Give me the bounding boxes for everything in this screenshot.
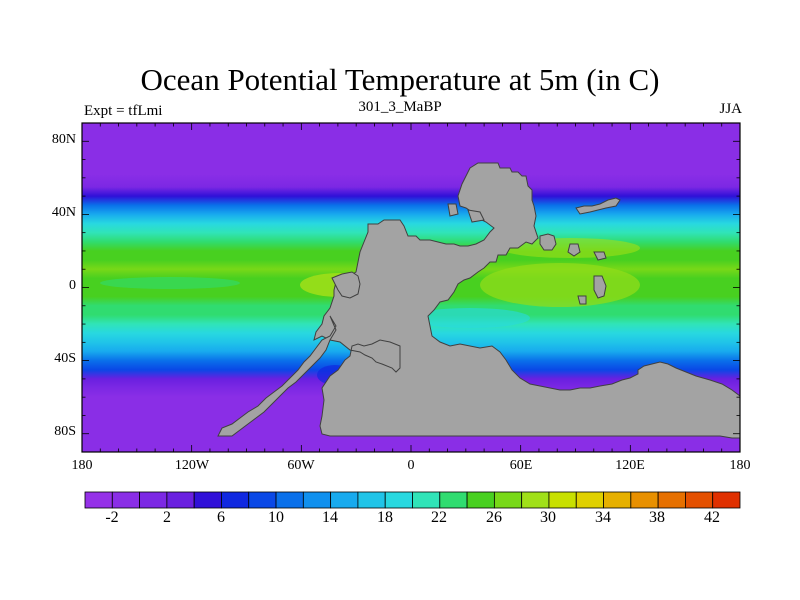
colorbar-swatch [412, 491, 441, 509]
colorbar-swatch [302, 491, 332, 509]
x-tick-label: 180 [71, 458, 93, 473]
colorbar-tick-label: 18 [377, 509, 393, 526]
x-tick-label: 0 [407, 458, 415, 473]
colorbar-tick-label: 22 [431, 509, 447, 526]
colorbar-swatch [384, 491, 413, 509]
colorbar-swatch [166, 491, 195, 509]
y-tick-label: 80S [54, 424, 76, 439]
colorbar-tick-label: 14 [322, 509, 338, 526]
colorbar-swatch [357, 491, 386, 509]
run-label: 301_3_MaBP [358, 99, 442, 115]
land-island-east-4 [593, 275, 607, 299]
x-tick-label: 120W [174, 458, 210, 473]
colorbar-swatch [575, 491, 604, 509]
colorbar-swatch [657, 491, 686, 509]
y-tick-label: 0 [69, 278, 76, 293]
colorbar-tick-label: 26 [486, 509, 502, 526]
colorbar-swatch [712, 491, 741, 509]
land-island-west [331, 271, 361, 299]
colorbar-swatch [630, 491, 659, 509]
colorbar-swatch [111, 491, 140, 509]
colorbar-swatch [193, 491, 222, 509]
colorbar-tick-label: 10 [268, 509, 284, 526]
season-label: JJA [719, 101, 742, 117]
colorbar-swatch [685, 491, 714, 509]
colorbar-swatch [521, 491, 550, 509]
colorbar-swatch [439, 491, 468, 509]
colorbar-tick-label: 34 [595, 509, 611, 526]
y-tick-label: 40S [54, 351, 76, 366]
chart-title: Ocean Potential Temperature at 5m (in C) [140, 62, 660, 97]
land-island-east-1 [539, 233, 557, 251]
land-peninsula-west [217, 315, 337, 437]
equatorial-band-west [100, 277, 240, 289]
colorbar-swatch [330, 491, 359, 509]
colorbar-swatch [466, 491, 495, 509]
colorbar-swatch [493, 491, 523, 509]
land-island-ne [575, 197, 621, 215]
land-north [313, 162, 740, 439]
land-island-n-small-2 [467, 209, 485, 223]
tick-marks [81, 122, 741, 453]
colorbar-swatch [84, 491, 113, 509]
land-island-east-2 [567, 243, 581, 257]
colorbar-swatch [603, 491, 632, 509]
land-island-n-small [447, 203, 459, 217]
colorbar-swatch [139, 491, 168, 509]
colorbar-swatch [221, 491, 250, 509]
x-tick-label: 60W [287, 458, 315, 473]
land [217, 162, 740, 439]
x-tick-label: 180 [729, 458, 751, 473]
colorbar-swatch [248, 491, 277, 509]
y-tick-label: 80N [51, 132, 76, 147]
colorbar-tick-label: 6 [217, 509, 225, 526]
colorbar-swatch [275, 491, 304, 509]
colorbar-tick-label: -2 [105, 509, 119, 526]
x-tick-label: 120E [615, 458, 645, 473]
land-island-east-3 [593, 251, 607, 261]
colorbar-tick-label: 42 [704, 509, 720, 526]
y-tick-label: 40N [51, 205, 76, 220]
x-tick-label: 60E [509, 458, 533, 473]
colorbar-tick-label: 30 [540, 509, 556, 526]
colorbar-tick-label: 2 [163, 509, 171, 526]
colorbar-tick-label: 38 [649, 509, 665, 526]
experiment-label: Expt = tfLmi [84, 103, 163, 119]
land-island-east-5 [577, 295, 587, 305]
cool-tongue-east [410, 308, 530, 328]
colorbar-swatch [548, 491, 577, 509]
